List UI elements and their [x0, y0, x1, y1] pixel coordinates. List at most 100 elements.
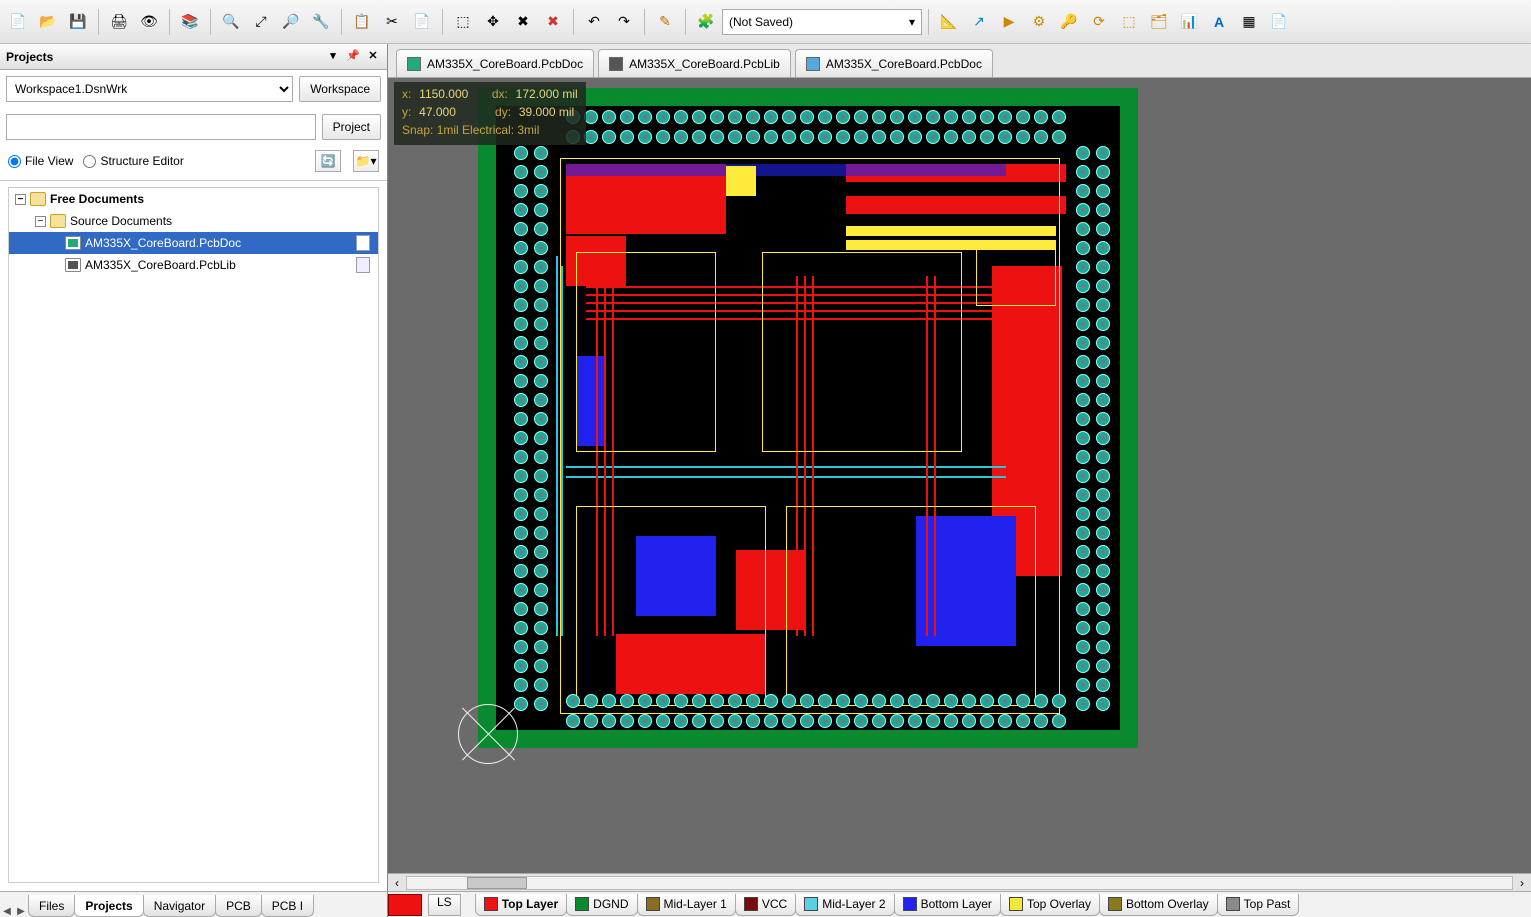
projects-title-text: Projects — [6, 50, 53, 64]
doc-tab[interactable]: AM335X_CoreBoard.PcbLib — [598, 49, 791, 77]
ls-button[interactable]: LS — [428, 894, 461, 916]
move-icon[interactable]: ✥ — [479, 8, 507, 36]
layer-tab-top-overlay[interactable]: Top Overlay — [1000, 894, 1100, 916]
layer-tab-top-layer[interactable]: Top Layer — [475, 894, 567, 916]
tab-nav-left-icon[interactable]: ◀ — [0, 906, 14, 917]
bottom-tab-pcb i[interactable]: PCB I — [261, 895, 314, 917]
print-icon[interactable]: 🖨 — [105, 8, 133, 36]
clear-icon[interactable]: ✖ — [509, 8, 537, 36]
saved-query-select[interactable]: (Not Saved) ▾ — [722, 9, 922, 35]
layer-tab-dgnd[interactable]: DGND — [566, 894, 637, 916]
workspace-button[interactable]: Workspace — [299, 76, 381, 102]
copy-icon[interactable]: 📄 — [408, 8, 436, 36]
scroll-right-icon[interactable]: › — [1513, 876, 1531, 890]
doc-tab[interactable]: AM335X_CoreBoard.PcbDoc — [795, 49, 993, 77]
paste-icon[interactable]: 📋 — [348, 8, 376, 36]
cut-icon[interactable]: ✂ — [378, 8, 406, 36]
refresh-mini-icon[interactable]: 🔄 — [315, 150, 341, 172]
bottom-tab-navigator[interactable]: Navigator — [143, 895, 216, 917]
edit-icon[interactable]: ✎ — [651, 8, 679, 36]
pin-icon[interactable]: 📌 — [345, 49, 361, 65]
layer-tab-bottom-overlay[interactable]: Bottom Overlay — [1099, 894, 1218, 916]
open-icon[interactable]: 📂 — [34, 8, 62, 36]
separator — [169, 9, 170, 35]
doc-tab[interactable]: AM335X_CoreBoard.PcbDoc — [396, 49, 594, 77]
scroll-thumb[interactable] — [467, 877, 527, 889]
layer-label: Top Past — [1244, 897, 1291, 911]
select-icon[interactable]: ⬚ — [449, 8, 477, 36]
cmp-tab-icon — [806, 57, 820, 71]
chart-icon[interactable]: 📊 — [1175, 8, 1203, 36]
play-icon[interactable]: ▶ — [995, 8, 1023, 36]
workspace-select[interactable]: Workspace1.DsnWrk — [6, 76, 293, 102]
arrow-icon[interactable]: ↗ — [965, 8, 993, 36]
current-layer-swatch[interactable] — [388, 894, 422, 916]
separator — [341, 9, 342, 35]
tool-icon[interactable]: 🔧 — [307, 8, 335, 36]
separator — [928, 9, 929, 35]
structure-editor-radio[interactable]: Structure Editor — [83, 154, 183, 168]
separator — [442, 9, 443, 35]
projects-panel-title: Projects ▾ 📌 ✕ — [0, 44, 387, 70]
layer-tabs: LS Top LayerDGNDMid-Layer 1VCCMid-Layer … — [388, 892, 1531, 917]
lib-tab-icon — [609, 57, 623, 71]
file-badge-icon — [356, 235, 370, 251]
layer-swatch — [1108, 897, 1122, 911]
layer-tab-vcc[interactable]: VCC — [735, 894, 796, 916]
tree-file[interactable]: AM335X_CoreBoard.PcbLib — [9, 254, 378, 276]
tree-root[interactable]: − Free Documents — [9, 188, 378, 210]
new-icon[interactable]: 📄 — [4, 8, 32, 36]
save-icon[interactable]: 💾 — [64, 8, 92, 36]
comp-icon[interactable]: 🧩 — [692, 8, 720, 36]
main-area: Projects ▾ 📌 ✕ Workspace1.DsnWrk Workspa… — [0, 44, 1531, 891]
zoom-area-icon[interactable]: 🔍 — [217, 8, 245, 36]
box-icon[interactable]: ⬚ — [1115, 8, 1143, 36]
project-tree: − Free Documents − Source Documents AM33… — [8, 187, 379, 883]
refresh-icon[interactable]: ⟳ — [1085, 8, 1113, 36]
layer-tab-mid-layer-2[interactable]: Mid-Layer 2 — [795, 894, 894, 916]
bottom-tab-files[interactable]: Files — [28, 895, 75, 917]
bottom-tab-pcb[interactable]: PCB — [215, 895, 262, 917]
file-badge-icon — [356, 257, 370, 273]
del-icon[interactable]: ✖ — [539, 8, 567, 36]
undo-icon[interactable]: ↶ — [580, 8, 608, 36]
board-substrate — [496, 106, 1120, 730]
route-icon[interactable]: 📐 — [935, 8, 963, 36]
expand-icon[interactable]: − — [35, 216, 46, 227]
grid-icon[interactable]: ▦ — [1235, 8, 1263, 36]
project-input[interactable] — [6, 114, 316, 140]
layer-tab-bottom-layer[interactable]: Bottom Layer — [894, 894, 1001, 916]
panel-icon[interactable]: 🗂 — [1145, 8, 1173, 36]
doc-icon[interactable]: 📄 — [1265, 8, 1293, 36]
file-view-radio[interactable]: File View — [8, 154, 73, 168]
preview-icon[interactable]: 👁 — [135, 8, 163, 36]
key-icon[interactable]: 🔑 — [1055, 8, 1083, 36]
dropdown-icon[interactable]: ▾ — [325, 49, 341, 65]
zoom-fit-icon[interactable]: ⤢ — [247, 8, 275, 36]
tab-nav-right-icon[interactable]: ▶ — [14, 906, 28, 917]
bottom-tab-projects[interactable]: Projects — [74, 895, 143, 917]
horizontal-scrollbar[interactable]: ‹ › — [388, 873, 1531, 891]
layer-tab-top-past[interactable]: Top Past — [1217, 894, 1300, 916]
scroll-left-icon[interactable]: ‹ — [388, 876, 406, 890]
layer-label: Bottom Layer — [921, 897, 992, 911]
layer-swatch — [484, 897, 498, 911]
scroll-track[interactable] — [406, 876, 1513, 890]
gear-icon[interactable]: ⚙ — [1025, 8, 1053, 36]
layer-swatch — [903, 897, 917, 911]
separator — [210, 9, 211, 35]
tree-group[interactable]: − Source Documents — [9, 210, 378, 232]
lib-icon[interactable]: 📚 — [176, 8, 204, 36]
coordinate-hud: x: 1150.000 dx: 172.000 mil y: 47.000 dy… — [394, 82, 586, 145]
zoom-sel-icon[interactable]: 🔎 — [277, 8, 305, 36]
folder-mini-icon[interactable]: 📁▾ — [353, 150, 379, 172]
redo-icon[interactable]: ↷ — [610, 8, 638, 36]
project-button[interactable]: Project — [322, 114, 381, 140]
tree-file[interactable]: AM335X_CoreBoard.PcbDoc — [9, 232, 378, 254]
pcb-canvas[interactable]: x: 1150.000 dx: 172.000 mil y: 47.000 dy… — [388, 78, 1531, 873]
expand-icon[interactable]: − — [15, 194, 26, 205]
layer-tab-mid-layer-1[interactable]: Mid-Layer 1 — [637, 894, 736, 916]
board-outline — [478, 88, 1138, 748]
text-icon[interactable]: A — [1205, 8, 1233, 36]
close-icon[interactable]: ✕ — [365, 49, 381, 65]
